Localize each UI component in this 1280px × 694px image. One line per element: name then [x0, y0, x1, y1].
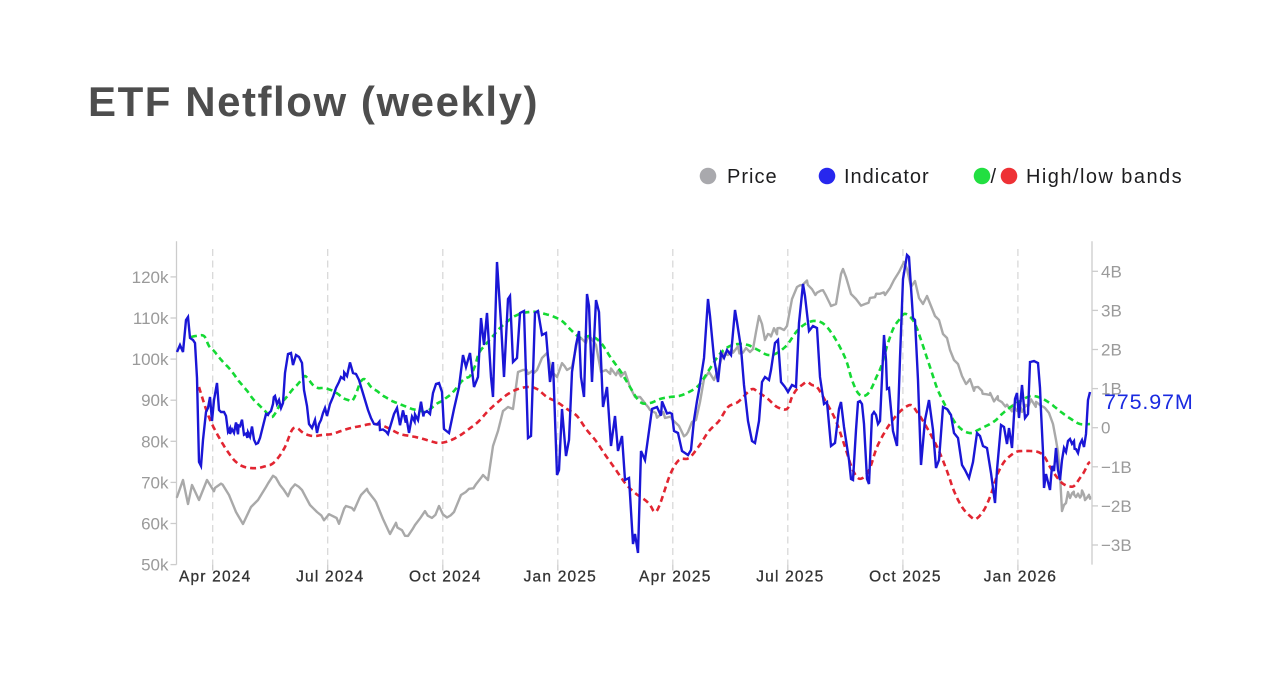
svg-text:Oct 2024: Oct 2024: [409, 569, 482, 586]
svg-text:90k: 90k: [141, 391, 169, 410]
svg-text:Apr 2025: Apr 2025: [639, 569, 712, 586]
svg-text:0: 0: [1101, 419, 1110, 438]
svg-text:Oct 2025: Oct 2025: [869, 569, 942, 586]
svg-text:−1B: −1B: [1101, 458, 1132, 477]
svg-text:60k: 60k: [141, 515, 169, 534]
svg-text:−2B: −2B: [1101, 497, 1132, 516]
svg-text:/: /: [991, 166, 997, 188]
svg-text:Jan 2026: Jan 2026: [984, 569, 1057, 586]
svg-text:1B: 1B: [1101, 380, 1122, 399]
svg-text:2B: 2B: [1101, 341, 1122, 360]
svg-text:Jan 2025: Jan 2025: [524, 569, 597, 586]
svg-text:100k: 100k: [132, 350, 169, 369]
svg-text:775.97M: 775.97M: [1104, 390, 1194, 414]
svg-text:Price: Price: [727, 166, 778, 188]
svg-text:110k: 110k: [133, 309, 169, 328]
svg-text:Jul 2024: Jul 2024: [296, 569, 364, 586]
svg-text:4B: 4B: [1101, 262, 1122, 281]
svg-text:Jul 2025: Jul 2025: [756, 569, 824, 586]
svg-text:Apr 2024: Apr 2024: [179, 569, 252, 586]
svg-text:80k: 80k: [141, 432, 169, 451]
svg-text:High/low bands: High/low bands: [1026, 166, 1183, 188]
svg-text:Indicator: Indicator: [844, 166, 930, 188]
svg-text:50k: 50k: [141, 556, 169, 575]
svg-text:−3B: −3B: [1101, 536, 1132, 555]
svg-text:3B: 3B: [1101, 301, 1122, 320]
svg-text:70k: 70k: [141, 473, 169, 492]
svg-text:ETF Netflow (weekly): ETF Netflow (weekly): [88, 78, 539, 125]
svg-text:120k: 120k: [132, 268, 169, 287]
